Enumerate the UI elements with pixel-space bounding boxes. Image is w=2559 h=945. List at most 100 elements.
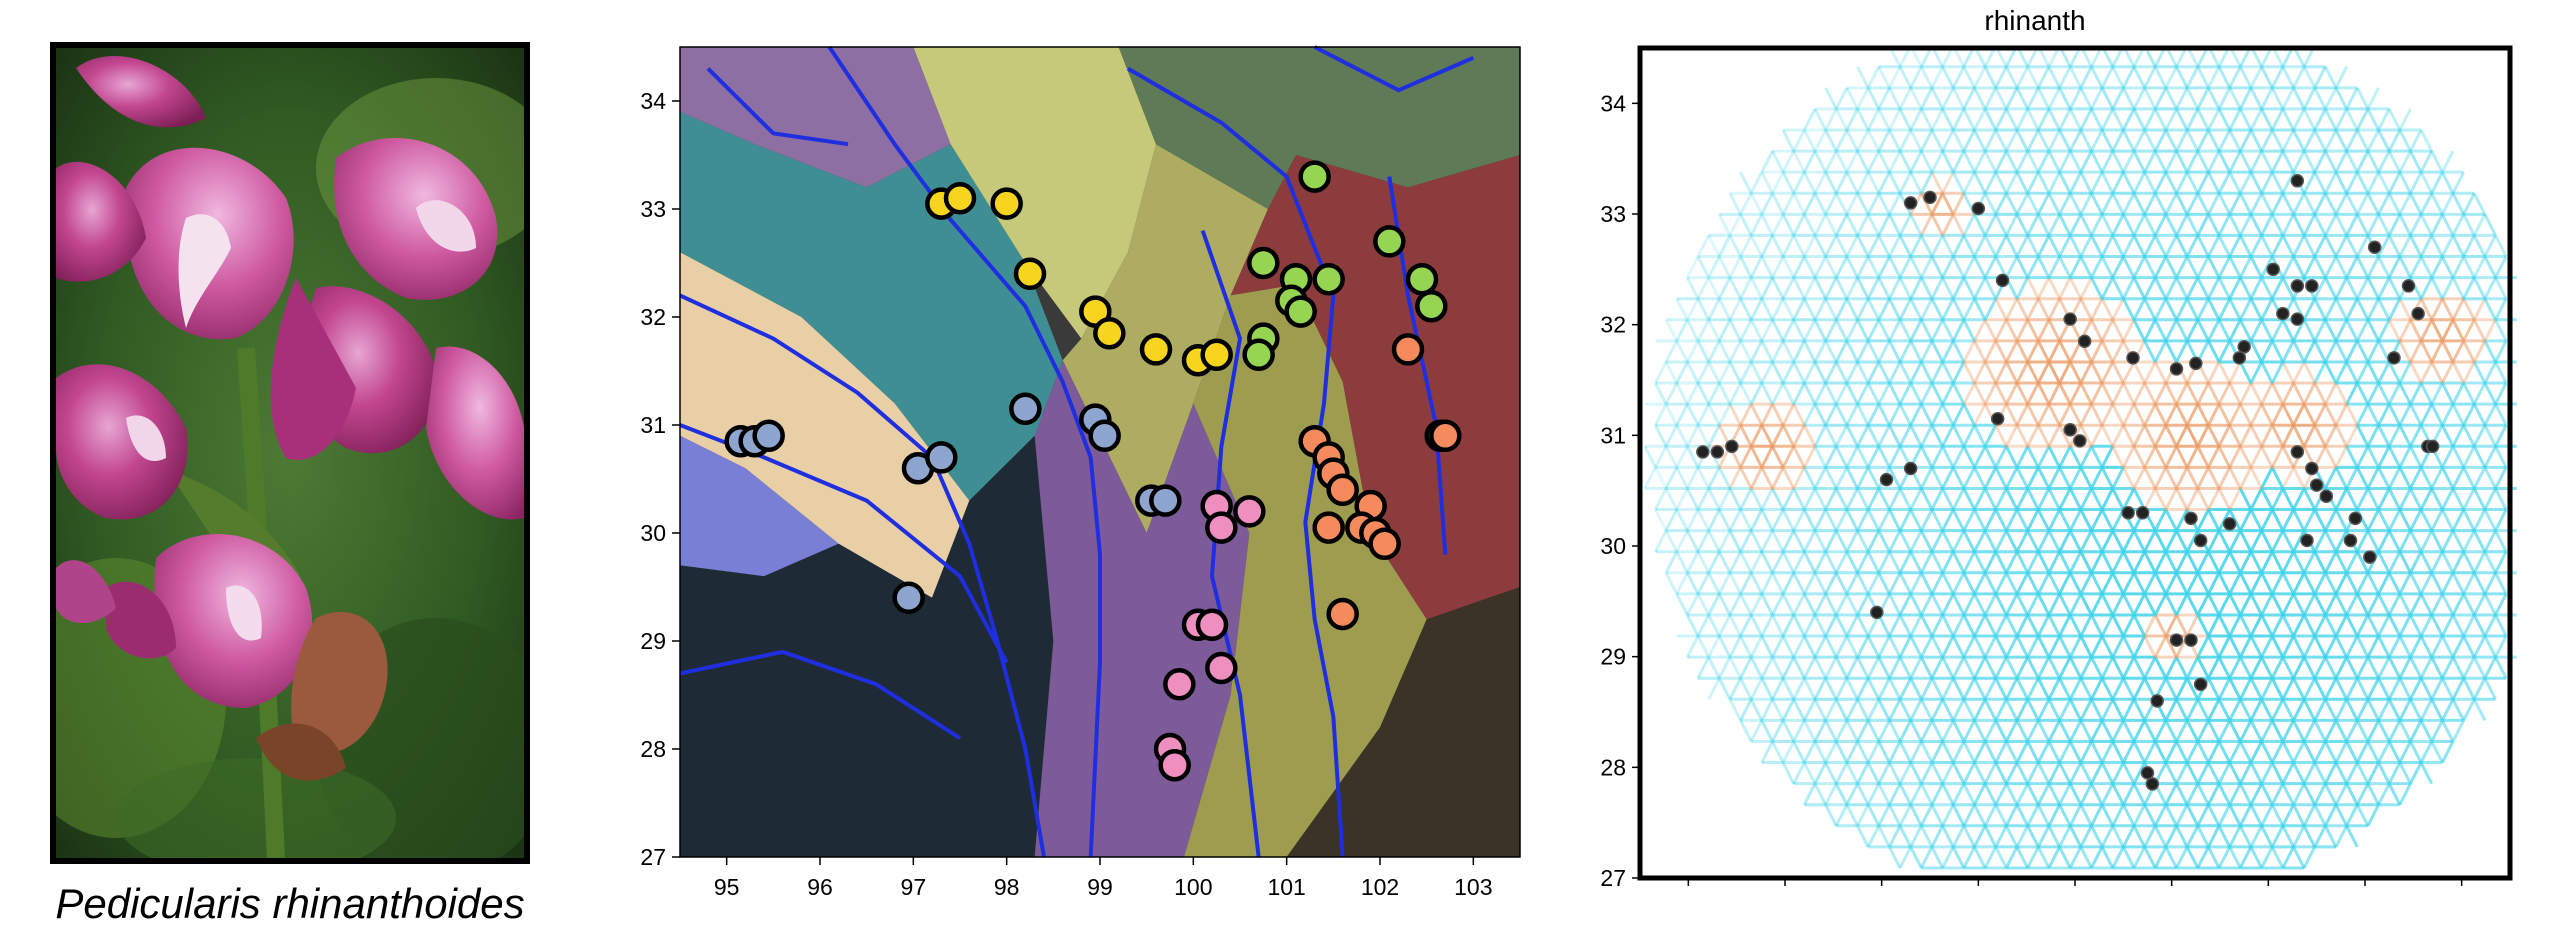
map-sample-points [724, 160, 1462, 782]
basin-dark-green [1118, 47, 1520, 209]
grid-edge [2005, 382, 2019, 405]
grid-edge [2472, 255, 2487, 279]
grid-edge [2366, 255, 2380, 279]
grid-edge [2068, 740, 2083, 764]
grid-edge [2036, 846, 2051, 869]
grid-edge [2462, 424, 2476, 447]
grid-edge [2355, 593, 2370, 616]
grid-edge [1877, 129, 1891, 152]
grid-edge [2398, 445, 2412, 469]
grid-sample-point [2237, 340, 2251, 354]
grid-edge [2483, 677, 2497, 700]
grid-sample-point [2184, 511, 2198, 526]
grid-edge [1696, 466, 1710, 490]
grid-edge [1962, 487, 1976, 511]
grid-edge [2026, 255, 2040, 279]
grid-edge [2419, 466, 2434, 490]
grid-edge [1856, 825, 1870, 848]
grid-edge [1781, 508, 1796, 532]
grid-edge [1973, 108, 1987, 131]
grid-edge [2185, 87, 2200, 110]
grid-edge [2355, 635, 2370, 658]
grid-edge [1781, 361, 1796, 384]
grid-edge [1888, 508, 1902, 532]
grid-edge [1760, 382, 1774, 405]
grid-edge [2324, 445, 2338, 469]
grid-edge [2228, 255, 2242, 279]
grid-edge [1834, 87, 1849, 110]
grid-edge [2132, 825, 2146, 848]
grid-edge [2451, 593, 2465, 616]
grid-edge [1930, 677, 1944, 700]
grid-edge [2462, 255, 2476, 279]
grid-edge [1792, 635, 1806, 658]
grid-edge [2366, 213, 2380, 237]
grid-edge [1866, 635, 1881, 658]
grid-edge [1834, 761, 1849, 785]
grid-edge [2313, 319, 2327, 342]
grid-edge [1941, 129, 1955, 152]
grid-edge [1845, 382, 1859, 405]
grid-edge [1951, 782, 1966, 806]
grid-edge [2047, 614, 2061, 637]
grid-edge [1654, 445, 1668, 469]
grid-edge [1994, 108, 2008, 131]
grid-edge [2313, 171, 2327, 194]
grid-edge [2398, 150, 2412, 173]
grid-edge [1898, 614, 1913, 637]
grid-edge [1717, 466, 1732, 490]
grid-edge [2292, 361, 2306, 384]
grid-edge [2005, 403, 2019, 426]
grid-edge [2185, 698, 2200, 722]
grid-edge [2249, 677, 2263, 700]
grid-edge [2175, 761, 2189, 785]
grid-edge [2228, 761, 2242, 785]
grid-edge [1866, 529, 1881, 553]
grid-edge [2281, 403, 2295, 426]
grid-edge [2100, 635, 2115, 658]
grid-edge [2313, 614, 2327, 637]
sample-point-blue [892, 581, 925, 615]
grid-edge [1919, 635, 1934, 658]
grid-edge [2121, 635, 2136, 658]
grid-edge [2090, 298, 2104, 321]
grid-edge [2345, 614, 2359, 637]
grid-edge [2270, 66, 2285, 89]
grid-ytick-label: 28 [1600, 754, 1626, 780]
grid-edge [2345, 551, 2359, 574]
grid-edge [2143, 466, 2157, 490]
grid-edge [1930, 298, 1944, 321]
grid-edge [2228, 698, 2242, 722]
sample-point-green [1405, 262, 1439, 296]
grid-edge [2175, 87, 2189, 110]
grid-edge [1951, 87, 1966, 110]
grid-edge [2462, 698, 2476, 722]
grid-edge [1962, 593, 1976, 616]
grid-edge [2090, 782, 2104, 806]
grid-edge [1994, 66, 2008, 89]
grid-edge [2355, 150, 2370, 173]
grid-edge [2260, 466, 2274, 490]
grid-edge [2430, 508, 2444, 532]
grid-edge [2292, 213, 2306, 237]
grid-edge [1930, 593, 1944, 616]
grid-edge [1877, 150, 1891, 173]
grid-edge [2100, 298, 2115, 321]
grid-edge [1941, 234, 1955, 258]
grid-edge [2260, 698, 2274, 722]
grid-edge [2005, 171, 2019, 194]
grid-edge [2281, 255, 2295, 279]
grid-edge [1760, 529, 1774, 553]
grid-edge [1749, 719, 1764, 743]
grid-edge [1781, 740, 1796, 764]
grid-edge [2334, 508, 2348, 532]
grid-edge [1813, 445, 1827, 469]
grid-edge [2324, 319, 2338, 342]
grid-edge [1973, 593, 1987, 616]
grid-edge [2430, 403, 2444, 426]
grid-edge [1739, 192, 1753, 216]
grid-edge [2377, 572, 2391, 595]
grid-edge [1686, 255, 1700, 279]
grid-edge [1686, 298, 1700, 321]
grid-edge [2440, 698, 2455, 722]
